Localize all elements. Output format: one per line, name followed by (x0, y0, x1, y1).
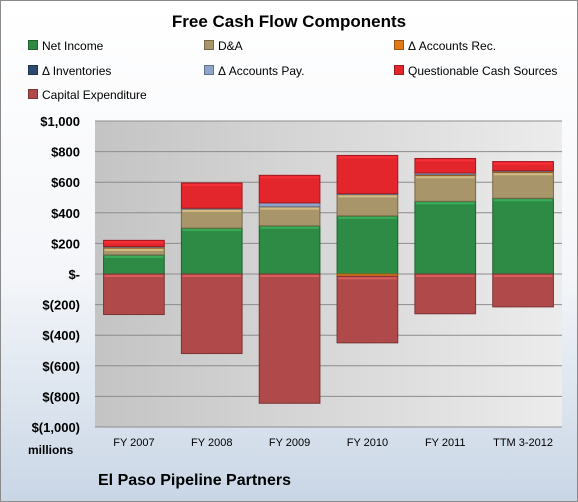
bar-capital-expenditure (336, 275, 399, 344)
bar-highlight (104, 241, 164, 244)
bar-net-income (492, 197, 554, 275)
bar-questionable-cash-sources (258, 174, 321, 204)
legend-item-accounts-pay: Δ Accounts Pay. (204, 64, 305, 78)
bar-highlight (415, 159, 475, 162)
bar-capital-expenditure (180, 273, 243, 355)
legend-label: Δ Accounts Pay. (218, 64, 305, 78)
company-name: El Paso Pipeline Partners (98, 472, 291, 489)
x-tick-label: FY 2010 (347, 437, 388, 449)
legend-swatch (394, 40, 404, 50)
y-tick-label: $(200) (42, 298, 80, 313)
bar-highlight (182, 209, 242, 212)
chart-title: Free Cash Flow Components (171, 12, 407, 31)
y-tick-label: $1,000 (40, 114, 80, 129)
legend-label: Questionable Cash Sources (408, 64, 558, 78)
bar-highlight (260, 207, 319, 210)
bar-highlight (182, 183, 242, 186)
y-tick-label: $800 (51, 145, 80, 160)
bar-capital-expenditure (414, 273, 477, 315)
bar-highlight (338, 156, 397, 159)
legend-swatch (28, 89, 38, 99)
x-tick-label: FY 2011 (425, 437, 466, 449)
y-tick-label: $(400) (42, 328, 80, 343)
legend-swatch (394, 65, 404, 75)
y-tick-label: $(600) (42, 359, 80, 374)
legend-label: Net Income (42, 39, 104, 53)
bar-accounts-pay (258, 202, 321, 208)
y-tick-label: $(800) (42, 389, 80, 404)
bar-highlight (493, 162, 553, 165)
bar-highlight (260, 176, 319, 179)
legend-label: Δ Inventories (42, 64, 112, 78)
bar-highlight (338, 216, 397, 219)
bar-d-a (336, 193, 399, 217)
bar-questionable-cash-sources (180, 182, 243, 209)
bar-highlight (182, 229, 242, 232)
y-tick-label: $400 (51, 206, 80, 221)
bar-highlight (415, 275, 475, 277)
legend-swatch (28, 65, 38, 75)
legend-item-net-income: Net Income (28, 39, 103, 53)
bar-capital-expenditure (103, 273, 165, 316)
legend-item-inventories: Δ Inventories (28, 64, 111, 78)
bar-highlight (338, 277, 397, 280)
bar-highlight (260, 226, 319, 229)
x-tick-label: FY 2009 (269, 437, 310, 449)
bar-net-income (180, 227, 243, 275)
legend-swatch (204, 40, 214, 50)
bar-highlight (104, 275, 164, 277)
legend-item-questionable-cash-sources: Questionable Cash Sources (394, 64, 557, 78)
y-tick-label: $200 (51, 236, 80, 251)
legend-label: Capital Expenditure (42, 88, 147, 102)
bar-questionable-cash-sources (414, 157, 477, 174)
bar-questionable-cash-sources (103, 239, 165, 247)
bar-capital-expenditure (258, 273, 321, 404)
legend-label: Δ Accounts Rec. (408, 39, 497, 53)
legend-label: D&A (218, 39, 243, 53)
bar-questionable-cash-sources (336, 154, 399, 195)
bar-highlight (104, 248, 164, 251)
bar-highlight (104, 255, 164, 258)
bar-d-a (492, 171, 554, 199)
legend-swatch (28, 40, 38, 50)
y-tick-label: $- (68, 267, 80, 282)
legend-item-accounts-rec: Δ Accounts Rec. (394, 39, 496, 53)
units-label: millions (28, 443, 74, 457)
bar-net-income (414, 200, 477, 275)
y-tick-label: $(1,000) (32, 420, 80, 435)
bar-capital-expenditure (492, 273, 554, 308)
bar-net-income (258, 225, 321, 275)
bar-net-income (336, 215, 399, 275)
bar-highlight (493, 275, 553, 277)
x-tick-label: TTM 3-2012 (493, 437, 553, 449)
bar-highlight (338, 195, 397, 198)
bar-highlight (260, 275, 319, 277)
bar-highlight (415, 202, 475, 205)
bar-highlight (493, 199, 553, 202)
bar-d-a (414, 174, 477, 202)
y-tick-label: $600 (51, 175, 80, 190)
bar-questionable-cash-sources (492, 161, 554, 172)
bar-highlight (493, 173, 553, 176)
legend-swatch (204, 65, 214, 75)
bar-highlight (182, 275, 242, 277)
x-tick-label: FY 2007 (113, 437, 154, 449)
legend-item-capital-expenditure: Capital Expenditure (28, 88, 147, 102)
bar-highlight (415, 176, 475, 179)
x-tick-label: FY 2008 (191, 437, 232, 449)
legend-item-d-a: D&A (204, 39, 243, 53)
